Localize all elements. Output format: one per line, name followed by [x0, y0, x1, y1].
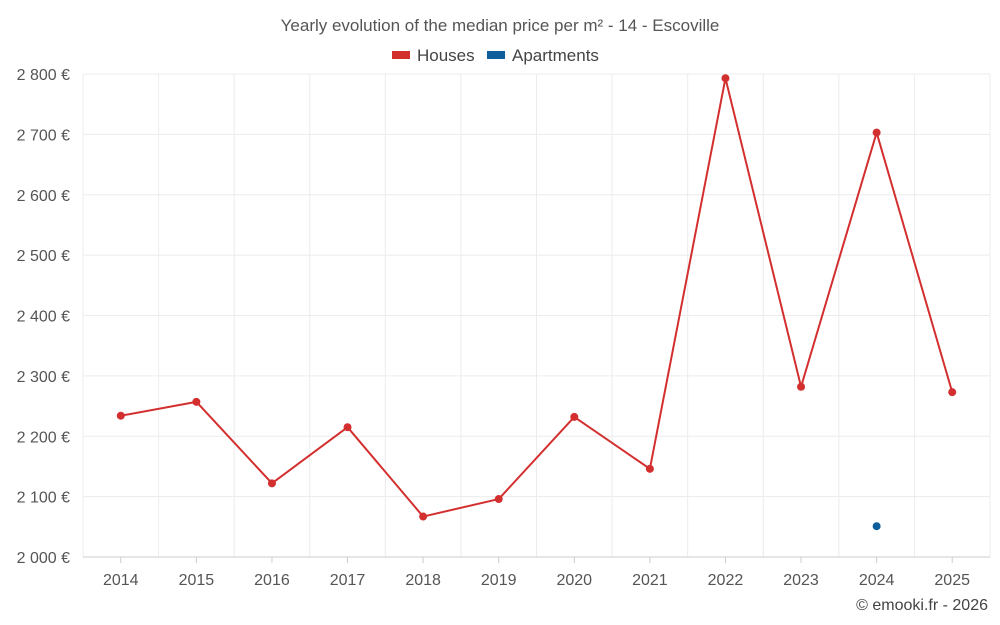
legend-swatch-apartments [487, 51, 505, 59]
x-tick-label: 2020 [556, 572, 592, 589]
y-tick-label: 2 800 € [17, 67, 70, 84]
series-layer [116, 74, 957, 531]
data-point-houses[interactable] [419, 512, 428, 521]
y-tick-label: 2 000 € [17, 550, 70, 567]
y-axis: 2 000 € 2 100 € 2 200 € 2 300 € 2 400 € 2 500… [17, 67, 70, 567]
data-point-houses[interactable] [192, 397, 201, 406]
legend-label-houses[interactable]: Houses [417, 46, 475, 65]
y-tick-label: 2 100 € [17, 490, 70, 507]
x-tick-label: 2014 [103, 572, 139, 589]
data-point-houses[interactable] [570, 412, 579, 421]
x-tick-label: 2023 [783, 572, 819, 589]
data-point-houses[interactable] [494, 495, 503, 504]
data-point-houses[interactable] [645, 464, 654, 473]
x-tick-label: 2024 [859, 572, 895, 589]
data-point-houses[interactable] [797, 382, 806, 391]
series-line-houses [120, 77, 954, 518]
y-tick-label: 2 300 € [17, 369, 70, 386]
chart-title: Yearly evolution of the median price per… [281, 16, 720, 35]
y-tick-label: 2 400 € [17, 309, 70, 326]
data-point-apartments[interactable] [872, 522, 881, 531]
x-tick-label: 2017 [330, 572, 366, 589]
x-tick-label: 2025 [934, 572, 970, 589]
data-point-houses[interactable] [721, 74, 730, 83]
credit-text[interactable]: © emooki.fr - 2026 [856, 597, 988, 614]
x-tick-label: 2022 [708, 572, 744, 589]
legend-swatch-houses [392, 51, 410, 59]
x-axis: 2014 2015 2016 2017 2018 2019 2020 2021 2022 2023… [83, 556, 990, 589]
x-tick-label: 2021 [632, 572, 668, 589]
data-point-houses[interactable] [343, 423, 352, 432]
x-tick-label: 2016 [254, 572, 290, 589]
y-tick-label: 2 500 € [17, 248, 70, 265]
y-tick-label: 2 200 € [17, 429, 70, 446]
grid [82, 73, 991, 558]
data-point-houses[interactable] [267, 479, 276, 488]
legend: Houses Apartments [392, 46, 599, 65]
data-point-houses[interactable] [116, 411, 125, 420]
x-tick-label: 2015 [179, 572, 215, 589]
y-tick-label: 2 600 € [17, 188, 70, 205]
data-point-houses[interactable] [948, 388, 957, 397]
x-tick-label: 2019 [481, 572, 517, 589]
data-point-houses[interactable] [872, 128, 881, 137]
y-tick-label: 2 700 € [17, 127, 70, 144]
legend-label-apartments[interactable]: Apartments [512, 46, 599, 65]
x-tick-label: 2018 [405, 572, 441, 589]
